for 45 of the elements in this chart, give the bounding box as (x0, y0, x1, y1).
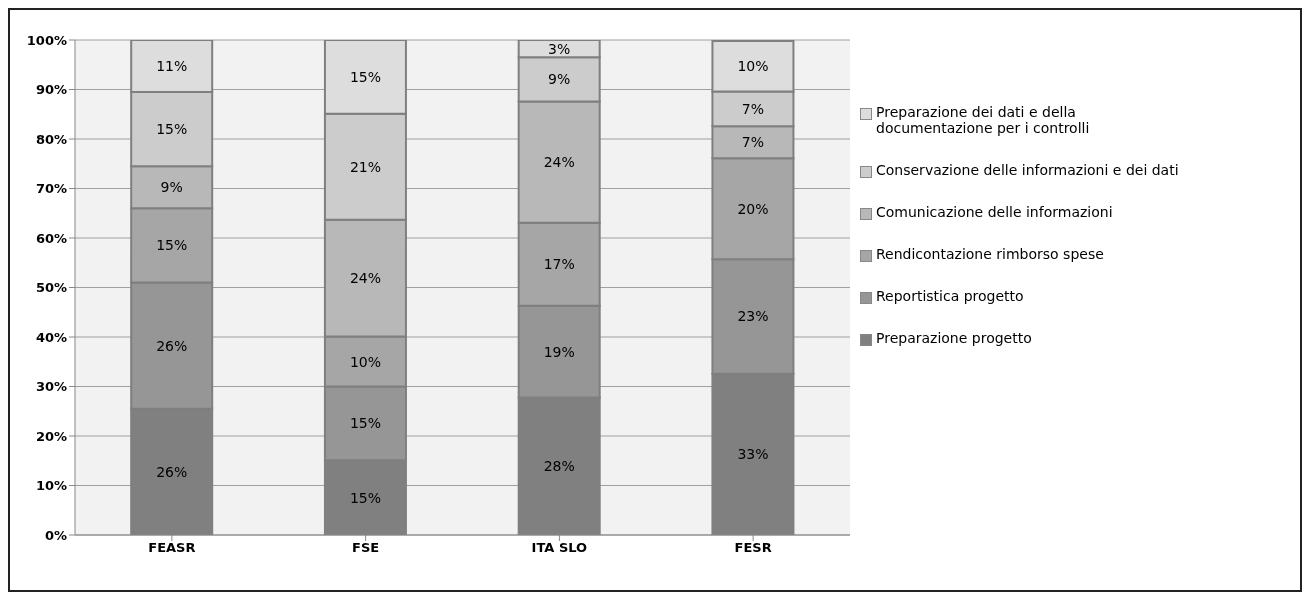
data-label: 10% (737, 58, 769, 75)
data-label: 24% (349, 270, 381, 287)
data-label: 15% (156, 121, 188, 138)
data-label: 19% (543, 343, 575, 360)
x-tick-label: FEASR (148, 540, 196, 556)
data-label: 15% (349, 68, 381, 85)
data-label: 9% (548, 71, 571, 88)
y-tick-label: 40% (35, 329, 67, 345)
data-label: 17% (543, 256, 575, 273)
data-label: 10% (349, 353, 381, 370)
y-tick-label: 10% (35, 478, 67, 494)
data-label: 23% (737, 308, 769, 325)
legend-label: Preparazione progetto (876, 330, 1033, 346)
y-tick-label: 0% (44, 527, 67, 543)
data-label: 7% (741, 134, 765, 151)
data-label: 26% (156, 463, 188, 480)
data-label: 24% (543, 154, 575, 171)
y-tick-label: 90% (35, 82, 67, 98)
data-label: 7% (741, 100, 765, 117)
legend-label: Comunicazione delle informazioni (876, 204, 1114, 220)
data-label: 20% (737, 200, 769, 217)
x-tick-label: FSE (352, 540, 380, 556)
y-tick-label: 50% (35, 280, 67, 296)
legend-label: Preparazione dei dati e della documentazione per i controlli (876, 104, 1091, 136)
x-tick-label: ITA SLO (531, 540, 588, 556)
data-label: 28% (543, 458, 575, 475)
data-label: 33% (737, 446, 769, 463)
x-tick-label: FESR (734, 540, 772, 556)
y-tick-label: 60% (35, 230, 67, 246)
data-label: 15% (349, 489, 381, 506)
y-tick-label: 70% (35, 181, 67, 197)
y-tick-label: 30% (35, 379, 67, 395)
legend-label: Reportistica progetto (876, 288, 1025, 304)
legend-label: Conservazione delle informazioni e dei dati (876, 162, 1180, 178)
y-tick-label: 80% (35, 131, 67, 147)
y-tick-label: 20% (35, 428, 67, 444)
data-label: 15% (156, 237, 188, 254)
data-label: 21% (349, 158, 381, 175)
legend-label: Rendicontazione rimborso spese (876, 246, 1105, 262)
data-label: 11% (156, 57, 188, 74)
data-label: 3% (548, 40, 571, 57)
y-tick-label: 100% (26, 32, 67, 48)
data-label: 9% (160, 179, 183, 196)
data-label: 26% (156, 337, 188, 354)
data-label: 15% (349, 415, 381, 432)
